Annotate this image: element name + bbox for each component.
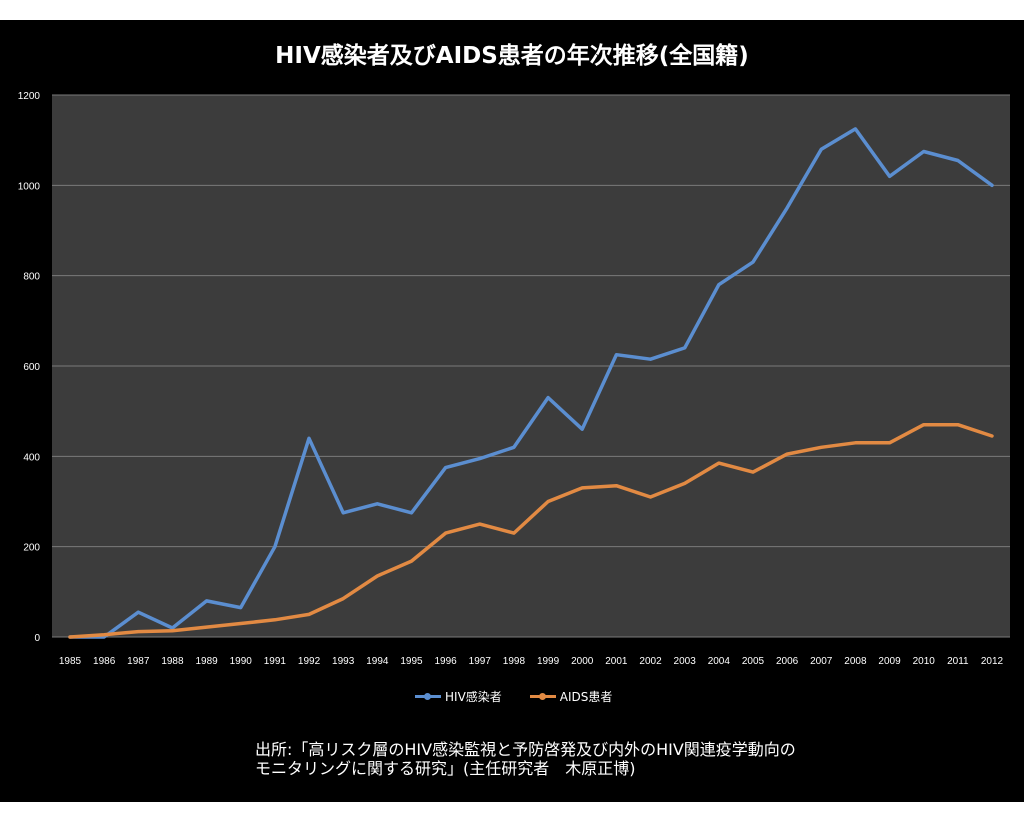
y-tick-label: 0	[34, 633, 40, 644]
x-tick-label: 1993	[332, 656, 355, 667]
x-tick-label: 1996	[435, 656, 458, 667]
x-tick-label: 2011	[947, 656, 969, 667]
gridlines	[52, 94, 1010, 638]
x-tick-label: 1990	[230, 656, 253, 667]
x-tick-label: 1991	[264, 656, 287, 667]
x-tick-label: 1989	[195, 656, 218, 667]
x-tick-label: 2005	[742, 656, 765, 667]
legend-swatch-hiv	[415, 693, 441, 700]
x-tick-label: 1998	[503, 656, 526, 667]
x-tick-label: 2002	[639, 656, 662, 667]
x-tick-label: 2003	[674, 656, 697, 667]
legend-label-hiv: HIV感染者	[445, 690, 502, 704]
y-tick-label: 200	[23, 543, 40, 554]
x-tick-label: 1985	[59, 656, 82, 667]
series-line-hiv	[68, 127, 994, 639]
series-line-aids	[68, 422, 994, 639]
y-tick-label: 800	[23, 272, 40, 283]
x-tick-label: 2010	[913, 656, 936, 667]
legend-item-hiv: HIV感染者	[415, 688, 502, 705]
x-tick-label: 1988	[161, 656, 184, 667]
chart-title: HIV感染者及びAIDS患者の年次推移(全国籍)	[275, 43, 749, 69]
x-tick-label: 2012	[981, 656, 1004, 667]
x-tick-label: 1992	[298, 656, 321, 667]
x-tick-label: 2009	[878, 656, 901, 667]
series-lines	[68, 127, 994, 639]
x-tick-label: 1999	[537, 656, 560, 667]
legend-label-aids: AIDS患者	[559, 690, 613, 704]
y-tick-label: 400	[23, 452, 40, 463]
x-tick-label: 1986	[93, 656, 116, 667]
x-tick-label: 1994	[366, 656, 389, 667]
x-tick-label: 1997	[469, 656, 492, 667]
y-tick-label: 1200	[18, 91, 41, 102]
legend-item-aids: AIDS患者	[529, 688, 613, 705]
x-tick-label: 2006	[776, 656, 799, 667]
y-tick-label: 1000	[18, 181, 41, 192]
y-axis-ticks: 0 200 400 600 800 1000 1200	[18, 91, 41, 644]
x-tick-label: 2004	[708, 656, 731, 667]
legend-swatch-aids	[529, 693, 556, 700]
x-tick-label: 2008	[844, 656, 867, 667]
source-note: 出所:「高リスク層のHIV感染監視と予防啓発及び内外のHIV関連疫学動向の モニ…	[255, 740, 796, 778]
x-axis-ticks: 1985 1986 1987 1988 1989 1990 1991 1992 1993 1994…	[59, 656, 1004, 667]
legend: HIV感染者 AIDS患者	[415, 688, 612, 705]
x-tick-label: 1987	[127, 656, 150, 667]
x-tick-label: 2007	[810, 656, 833, 667]
x-tick-label: 2001	[605, 656, 628, 667]
y-tick-label: 600	[23, 362, 40, 373]
x-tick-label: 1995	[400, 656, 423, 667]
x-tick-label: 2000	[571, 656, 594, 667]
